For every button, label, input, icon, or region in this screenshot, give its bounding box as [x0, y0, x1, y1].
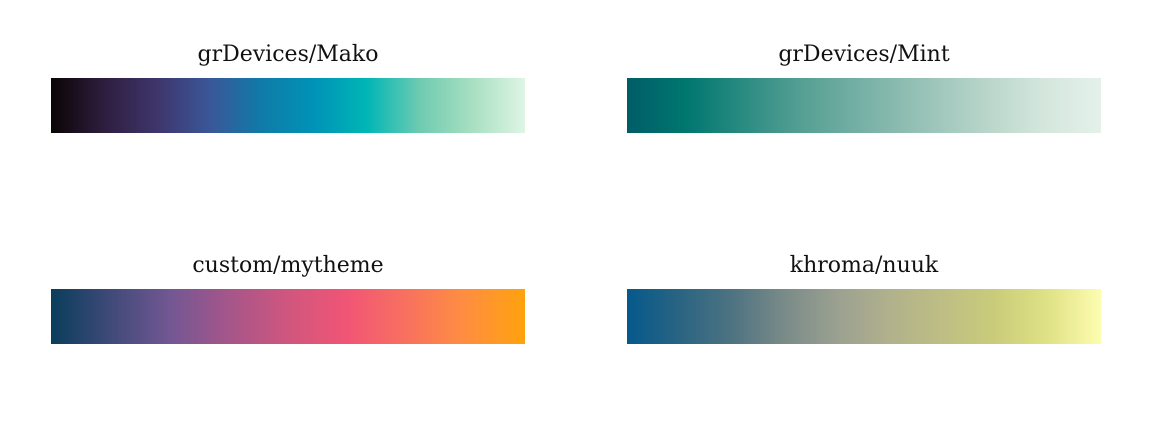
- palette-gradient-bar: [627, 289, 1101, 344]
- palette-gradient-bar: [627, 78, 1101, 133]
- palette-title: grDevices/Mako: [197, 42, 379, 67]
- palette-gradient-bar: [51, 289, 525, 344]
- palette-title: custom/mytheme: [192, 253, 384, 278]
- palette-gradient-bar: [51, 78, 525, 133]
- palette-title: grDevices/Mint: [778, 42, 950, 67]
- palette-title: khroma/nuuk: [789, 253, 939, 278]
